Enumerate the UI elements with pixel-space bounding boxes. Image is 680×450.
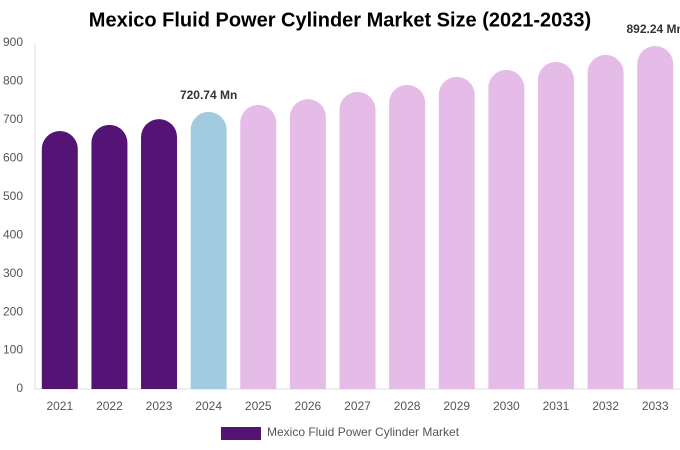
bar bbox=[389, 84, 426, 389]
x-tick-label: 2023 bbox=[146, 399, 173, 413]
y-tick-label: 500 bbox=[3, 189, 23, 203]
bar bbox=[339, 91, 376, 389]
x-tick-label: 2024 bbox=[195, 399, 222, 413]
x-tick-label: 2022 bbox=[96, 399, 123, 413]
x-tick-label: 2026 bbox=[295, 399, 322, 413]
bar bbox=[91, 124, 128, 390]
bar bbox=[41, 131, 78, 389]
legend-swatch bbox=[221, 427, 261, 440]
x-tick-label: 2031 bbox=[543, 399, 570, 413]
bar bbox=[438, 76, 475, 389]
legend-label: Mexico Fluid Power Cylinder Market bbox=[267, 425, 460, 439]
bar bbox=[190, 111, 227, 389]
chart-title: Mexico Fluid Power Cylinder Market Size … bbox=[89, 9, 591, 31]
y-tick-label: 900 bbox=[3, 35, 23, 49]
bar bbox=[537, 61, 574, 390]
y-tick-label: 200 bbox=[3, 304, 23, 318]
bar bbox=[289, 99, 326, 389]
bar bbox=[488, 69, 525, 389]
bar bbox=[240, 104, 277, 389]
y-tick-label: 800 bbox=[3, 74, 23, 88]
bar bbox=[587, 54, 624, 389]
bar bbox=[637, 45, 674, 390]
y-tick-label: 600 bbox=[3, 151, 23, 165]
x-tick-label: 2033 bbox=[642, 399, 669, 413]
bar bbox=[141, 119, 178, 390]
x-tick-label: 2030 bbox=[493, 399, 520, 413]
y-tick-label: 100 bbox=[3, 343, 23, 357]
data-label: 720.74 Mn bbox=[180, 88, 237, 102]
x-tick-label: 2021 bbox=[46, 399, 73, 413]
y-tick-label: 300 bbox=[3, 266, 23, 280]
x-tick-label: 2032 bbox=[592, 399, 619, 413]
y-tick-label: 400 bbox=[3, 227, 23, 241]
x-tick-label: 2025 bbox=[245, 399, 272, 413]
y-tick-label: 0 bbox=[16, 381, 23, 395]
x-tick-label: 2029 bbox=[443, 399, 470, 413]
x-tick-label: 2027 bbox=[344, 399, 371, 413]
y-tick-label: 700 bbox=[3, 112, 23, 126]
data-label: 892.24 Mn bbox=[627, 22, 680, 36]
x-tick-label: 2028 bbox=[394, 399, 421, 413]
